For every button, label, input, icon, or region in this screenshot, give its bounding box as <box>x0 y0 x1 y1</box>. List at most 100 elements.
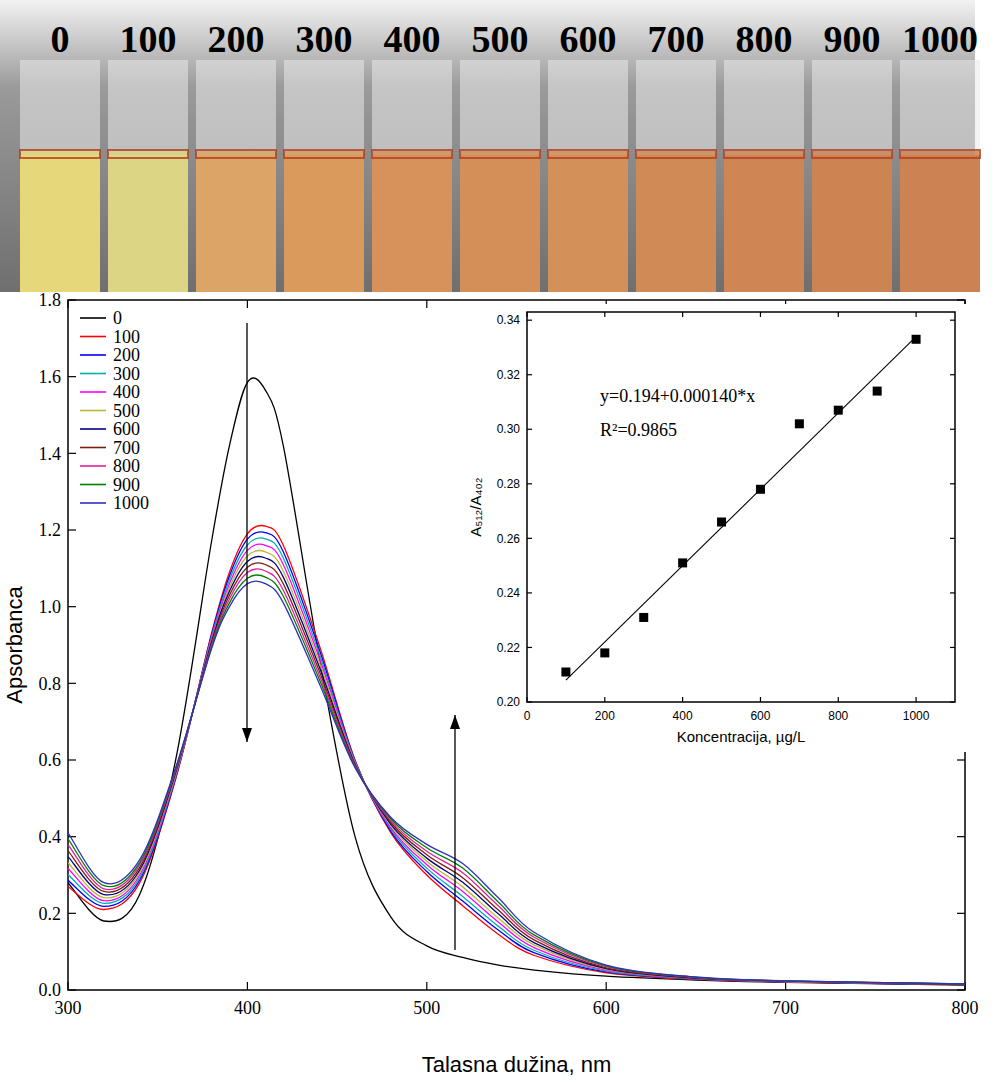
legend-label: 0 <box>113 308 122 328</box>
y-tick-label: 0.2 <box>39 904 62 924</box>
y-tick-label: 0.30 <box>497 422 521 436</box>
x-tick <box>606 982 607 990</box>
legend-swatch <box>80 447 106 449</box>
vial-meniscus <box>812 150 892 158</box>
legend-label: 800 <box>113 456 140 476</box>
vial-label: 100 <box>120 18 177 60</box>
series-line <box>566 337 916 681</box>
vial-label: 1000 <box>902 18 978 60</box>
x-tick-label: 800 <box>828 709 848 723</box>
vial-meniscus <box>372 150 452 158</box>
y-tick-label: 0.24 <box>497 586 521 600</box>
data-area <box>561 335 920 680</box>
vial-liquid <box>548 155 628 292</box>
vial-label: 400 <box>384 18 441 60</box>
x-tick-label: 1000 <box>903 709 930 723</box>
y-tick-right <box>957 913 965 914</box>
vial-liquid <box>284 155 364 292</box>
legend-label: 700 <box>113 438 140 458</box>
legend-swatch <box>80 373 106 375</box>
x-tick <box>247 982 248 990</box>
legend-label: 1000 <box>113 493 149 513</box>
y-tick-right <box>957 759 965 760</box>
x-tick-label: 800 <box>952 998 979 1018</box>
vial-glass <box>108 60 188 292</box>
y-tick <box>68 453 76 454</box>
y-tick-label: 1.0 <box>39 597 62 617</box>
data-point <box>795 419 804 428</box>
y-tick-label: 0.32 <box>497 368 521 382</box>
legend-swatch <box>80 465 106 467</box>
legend-swatch <box>80 317 106 319</box>
legend-label: 300 <box>113 364 140 384</box>
y-tick-right <box>957 836 965 837</box>
plot-frame <box>527 312 955 702</box>
vial-meniscus <box>548 150 628 158</box>
vial-glass <box>196 60 276 292</box>
y-tick <box>68 606 76 607</box>
y-tick-label: 0.4 <box>39 827 62 847</box>
x-tick-label: 400 <box>673 709 693 723</box>
chart-0: 3004005006007008000.00.20.40.60.81.01.21… <box>2 290 979 1077</box>
vial-meniscus <box>108 150 188 158</box>
legend-swatch <box>80 410 106 412</box>
legend-swatch <box>80 391 106 393</box>
y-tick-label: 0.20 <box>497 695 521 709</box>
x-tick-label: 600 <box>593 998 620 1018</box>
annotation: y=0.194+0.000140*x <box>600 386 755 406</box>
vial-liquid <box>900 155 980 292</box>
y-axis-title: Apsorbanca <box>2 586 27 704</box>
vial-glass <box>548 60 628 292</box>
vial-label: 500 <box>472 18 529 60</box>
vial-glass <box>636 60 716 292</box>
vial-liquid <box>196 155 276 292</box>
legend-swatch <box>80 336 106 338</box>
vial-meniscus <box>20 150 100 158</box>
legend-label: 100 <box>113 327 140 347</box>
vial-meniscus <box>460 150 540 158</box>
inset-background <box>470 304 970 752</box>
arrow <box>454 715 455 950</box>
vial-label: 900 <box>824 18 881 60</box>
vial-meniscus <box>196 150 276 158</box>
data-point <box>561 668 570 677</box>
vial-label: 800 <box>736 18 793 60</box>
x-tick-label: 300 <box>55 998 82 1018</box>
x-tick <box>785 982 786 990</box>
vial-glass <box>372 60 452 292</box>
legend-label: 500 <box>113 401 140 421</box>
vial-label: 0 <box>51 18 70 60</box>
x-tick-top <box>247 300 248 308</box>
arrow-head <box>450 715 460 729</box>
vial-glass <box>284 60 364 292</box>
vial-label: 300 <box>296 18 353 60</box>
x-tick-label: 400 <box>234 998 261 1018</box>
arrow-head <box>242 728 252 742</box>
x-tick-label: 600 <box>750 709 770 723</box>
y-tick-label: 0.28 <box>497 477 521 491</box>
y-tick <box>68 376 76 377</box>
y-tick-label: 0.22 <box>497 641 521 655</box>
legend-swatch <box>80 428 106 430</box>
y-tick-label: 0.0 <box>39 980 62 1000</box>
x-tick-label: 0 <box>524 709 531 723</box>
y-tick-label: 0.34 <box>497 313 521 327</box>
y-tick-label: 1.2 <box>39 520 62 540</box>
y-tick-label: 1.6 <box>39 367 62 387</box>
x-tick-label: 200 <box>595 709 615 723</box>
vial-glass <box>20 60 100 292</box>
vial-liquid <box>636 155 716 292</box>
y-tick <box>68 836 76 837</box>
vial-label: 600 <box>560 18 617 60</box>
legend-label: 600 <box>113 419 140 439</box>
vial-label: 700 <box>648 18 705 60</box>
vial-liquid <box>20 155 100 292</box>
vial-liquid <box>108 155 188 292</box>
photo-background <box>0 0 975 292</box>
vial-liquid <box>812 155 892 292</box>
data-point <box>639 613 648 622</box>
y-tick <box>68 913 76 914</box>
y-tick <box>68 759 76 760</box>
legend-swatch <box>80 484 106 486</box>
y-tick <box>68 683 76 684</box>
